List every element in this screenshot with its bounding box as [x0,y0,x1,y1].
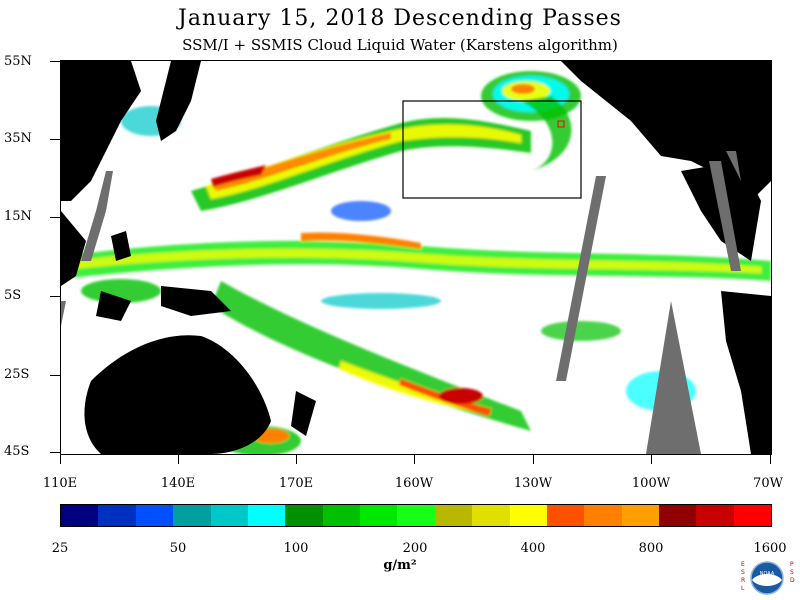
lon-label-160w: 160W [394,476,434,491]
colorbar-tick-label: 1600 [753,541,787,556]
colorbar-swatch [509,505,547,526]
lat-label-45s: 45S [4,444,30,459]
map-title: January 15, 2018 Descending Passes [178,6,622,31]
lat-label-25s: 25S [4,367,30,382]
colorbar-swatch [397,505,435,526]
south-america-land [721,291,771,454]
lat-tick [50,217,60,218]
colorbar-swatch [472,505,510,526]
colorbar [60,504,772,527]
colorbar-swatch [434,505,473,526]
lat-label-55n: 55N [4,54,32,69]
cloud-water-map [60,60,772,455]
lon-label-170e: 170E [278,476,314,491]
colorbar-swatch [360,505,398,526]
colorbar-swatch [135,505,174,526]
colorbar-units: g/m² [383,558,417,573]
colorbar-swatch [98,505,136,526]
colorbar-tick-label: 25 [51,541,69,556]
small-marker-box [557,120,565,128]
colorbar-tick-label: 50 [169,541,187,556]
lat-tick [50,375,60,376]
region-box [402,100,582,199]
lon-tick [533,454,534,464]
colorbar-swatch [621,505,659,526]
map-subtitle: SSM/I + SSMIS Cloud Liquid Water (Karste… [182,36,618,54]
lon-tick [60,454,61,464]
colorbar-swatch [285,505,323,526]
lat-label-35n: 35N [4,131,32,146]
colorbar-tick-label: 800 [638,541,664,556]
lon-label-100w: 100W [631,476,671,491]
colorbar-swatch [546,505,585,526]
logo-center-text: NOAA [760,571,775,577]
colorbar-swatch [733,505,772,526]
japan-land [156,61,201,141]
lon-tick [651,454,652,464]
lon-label-140e: 140E [160,476,196,491]
asia-land [61,61,141,201]
colorbar-tick-label: 200 [402,541,428,556]
colorbar-swatch [696,505,734,526]
map-svg [61,61,771,454]
colorbar-swatch [247,505,286,526]
lon-tick [178,454,179,464]
colorbar-swatch [584,505,622,526]
australia-land [84,335,271,454]
lat-tick [50,61,60,62]
lon-tick [770,454,771,464]
colorbar-swatch [173,505,211,526]
lat-tick [50,139,60,140]
no-data-swaths [61,151,741,454]
lon-tick [296,454,297,464]
lat-tick [50,296,60,297]
lat-tick [50,452,60,453]
lon-label-70w: 70W [753,476,783,491]
colorbar-swatch [210,505,248,526]
colorbar-swatch [61,505,99,526]
colorbar-swatch [322,505,360,526]
lon-label-130w: 130W [513,476,553,491]
colorbar-tick-label: 100 [283,541,309,556]
lon-label-110e: 110E [42,476,78,491]
lat-label-15n: 15N [4,209,32,224]
lon-tick [414,454,415,464]
colorbar-tick-label: 400 [520,541,546,556]
cloud-field [61,71,771,454]
colorbar-swatch [659,505,697,526]
lat-label-5s: 5S [4,288,22,303]
